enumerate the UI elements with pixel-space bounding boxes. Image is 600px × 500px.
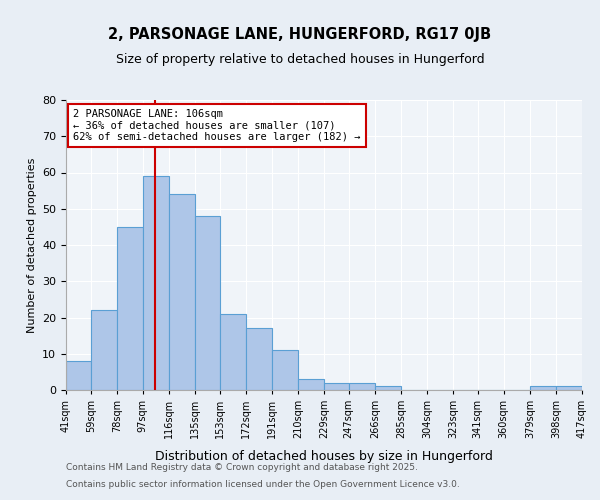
Bar xyxy=(195,216,220,390)
Text: Contains HM Land Registry data © Crown copyright and database right 2025.: Contains HM Land Registry data © Crown c… xyxy=(66,462,418,471)
Bar xyxy=(117,227,143,390)
Bar xyxy=(530,386,556,390)
Text: Contains public sector information licensed under the Open Government Licence v3: Contains public sector information licen… xyxy=(66,480,460,489)
Bar xyxy=(349,383,375,390)
Bar xyxy=(91,310,117,390)
Text: Size of property relative to detached houses in Hungerford: Size of property relative to detached ho… xyxy=(116,52,484,66)
Text: 2, PARSONAGE LANE, HUNGERFORD, RG17 0JB: 2, PARSONAGE LANE, HUNGERFORD, RG17 0JB xyxy=(109,28,491,42)
Bar xyxy=(324,383,349,390)
Bar xyxy=(272,350,298,390)
X-axis label: Distribution of detached houses by size in Hungerford: Distribution of detached houses by size … xyxy=(155,450,493,462)
Bar xyxy=(169,194,195,390)
Y-axis label: Number of detached properties: Number of detached properties xyxy=(26,158,37,332)
Bar xyxy=(246,328,272,390)
Bar xyxy=(298,379,324,390)
Bar xyxy=(143,176,169,390)
Text: 2 PARSONAGE LANE: 106sqm
← 36% of detached houses are smaller (107)
62% of semi-: 2 PARSONAGE LANE: 106sqm ← 36% of detach… xyxy=(73,109,361,142)
Bar xyxy=(375,386,401,390)
Bar xyxy=(66,361,91,390)
Bar xyxy=(556,386,582,390)
Bar xyxy=(220,314,246,390)
